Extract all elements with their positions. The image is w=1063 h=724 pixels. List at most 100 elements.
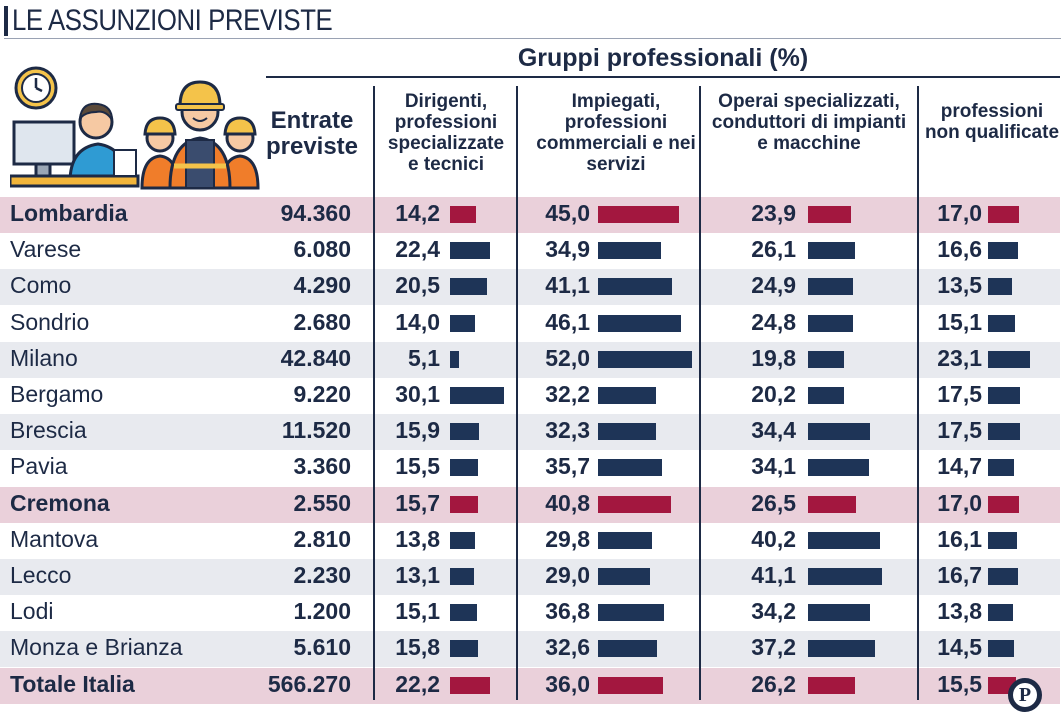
- percent-value: 14,2: [395, 200, 440, 226]
- percent-bar: [808, 604, 870, 622]
- percent-value: 15,1: [937, 308, 982, 335]
- percent-bar: [598, 604, 665, 622]
- entrate-value: 2.810: [293, 525, 351, 552]
- percent-bar: [450, 495, 479, 513]
- entrate-value: 6.080: [293, 236, 351, 263]
- percent-bar: [598, 350, 692, 368]
- percent-bar: [598, 459, 663, 477]
- percent-bar: [450, 604, 478, 622]
- percent-bar: [450, 676, 490, 694]
- percent-value: 45,0: [545, 200, 590, 226]
- percent-value: 40,8: [545, 489, 590, 516]
- column-divider: [516, 86, 518, 700]
- percent-value: 41,1: [751, 562, 796, 588]
- percent-bar: [450, 568, 474, 585]
- percent-value: 17,5: [937, 417, 982, 444]
- table-row: Bergamo 9.220 30,1 32,2 20,2 17,5: [0, 378, 1060, 414]
- percent-bar: [450, 640, 479, 658]
- percent-bar: [598, 278, 672, 296]
- percent-bar: [598, 423, 657, 441]
- percent-bar: [808, 350, 844, 368]
- entrate-value: 2.680: [293, 308, 351, 335]
- percent-value: 40,2: [751, 525, 796, 552]
- percent-bar: [598, 314, 681, 332]
- group-header-rule: [266, 76, 1060, 78]
- entrate-value: 3.360: [293, 453, 351, 480]
- percent-bar: [598, 640, 657, 658]
- percent-bar: [808, 640, 875, 658]
- percent-value: 16,6: [937, 236, 982, 263]
- percent-value: 26,1: [751, 236, 796, 263]
- percent-bar: [450, 459, 478, 477]
- percent-value: 34,2: [751, 598, 796, 625]
- publisher-logo: P: [1008, 678, 1042, 712]
- workers-illustration: [10, 66, 260, 190]
- entrate-value: 2.550: [293, 489, 351, 516]
- percent-value: 14,0: [395, 308, 440, 335]
- row-label: Como: [10, 272, 72, 299]
- row-label: Brescia: [10, 417, 87, 444]
- percent-value: 15,5: [937, 670, 982, 697]
- percent-bar: [598, 568, 651, 585]
- column-divider: [917, 86, 919, 700]
- entrate-value: 566.270: [267, 670, 351, 697]
- percent-bar: [450, 350, 460, 368]
- percent-bar: [808, 278, 853, 296]
- table-row: Pavia 3.360 15,5 35,7 34,1 14,7: [0, 450, 1060, 486]
- percent-value: 17,5: [937, 381, 982, 407]
- row-label: Varese: [10, 236, 82, 263]
- percent-bar: [598, 387, 656, 404]
- entrate-value: 94.360: [280, 200, 351, 226]
- construction-workers-icon: [140, 80, 260, 190]
- percent-value: 41,1: [545, 272, 590, 299]
- percent-value: 24,8: [751, 308, 796, 335]
- percent-bar: [988, 242, 1018, 260]
- entrate-value: 5.610: [293, 634, 351, 661]
- percent-bar: [450, 278, 487, 296]
- percent-value: 22,2: [395, 670, 440, 697]
- percent-value: 15,9: [395, 417, 440, 444]
- percent-value: 17,0: [937, 489, 982, 516]
- column-header-impiegati: Impiegati, professioni commerciali e nei…: [536, 91, 696, 175]
- row-label: Bergamo: [10, 381, 104, 407]
- percent-bar: [450, 423, 479, 441]
- percent-bar: [988, 531, 1017, 549]
- table-row: Lombardia 94.360 14,2 45,0 23,9 17,0: [0, 197, 1060, 233]
- percent-bar: [598, 206, 679, 223]
- percent-bar: [988, 387, 1020, 404]
- percent-bar: [988, 278, 1013, 296]
- percent-value: 34,1: [751, 453, 796, 480]
- percent-value: 32,3: [545, 417, 590, 444]
- table-row: Lecco 2.230 13,1 29,0 41,1 16,7: [0, 559, 1060, 595]
- percent-value: 17,0: [937, 200, 982, 226]
- percent-bar: [988, 604, 1013, 622]
- table-row: Lodi 1.200 15,1 36,8 34,2 13,8: [0, 595, 1060, 631]
- percent-value: 20,5: [395, 272, 440, 299]
- percent-value: 16,1: [937, 525, 982, 552]
- table-row: Como 4.290 20,5 41,1 24,9 13,5: [0, 269, 1060, 306]
- percent-bar: [808, 459, 870, 477]
- percent-value: 15,1: [395, 598, 440, 625]
- percent-value: 29,8: [545, 525, 590, 552]
- percent-value: 36,0: [545, 670, 590, 697]
- column-header-non-qualificate: professioni non qualificate: [924, 101, 1060, 143]
- percent-bar: [808, 423, 870, 441]
- publisher-logo-letter: P: [1013, 683, 1037, 707]
- percent-value: 23,9: [751, 200, 796, 226]
- row-label: Lodi: [10, 598, 54, 625]
- percent-bar: [808, 314, 853, 332]
- percent-value: 15,8: [395, 634, 440, 661]
- percent-value: 36,8: [545, 598, 590, 625]
- percent-bar: [988, 495, 1019, 513]
- row-label: Monza e Brianza: [10, 634, 183, 661]
- row-label: Totale Italia: [10, 670, 135, 697]
- percent-bar: [598, 676, 663, 694]
- percent-bar: [450, 242, 491, 260]
- percent-value: 26,5: [751, 489, 796, 516]
- percent-value: 19,8: [751, 344, 796, 371]
- table-row: Totale Italia 566.270 22,2 36,0 26,2 15,5: [0, 667, 1060, 704]
- percent-value: 30,1: [395, 381, 440, 407]
- percent-value: 15,7: [395, 489, 440, 516]
- row-label: Sondrio: [10, 308, 90, 335]
- entrate-value: 2.230: [293, 562, 351, 588]
